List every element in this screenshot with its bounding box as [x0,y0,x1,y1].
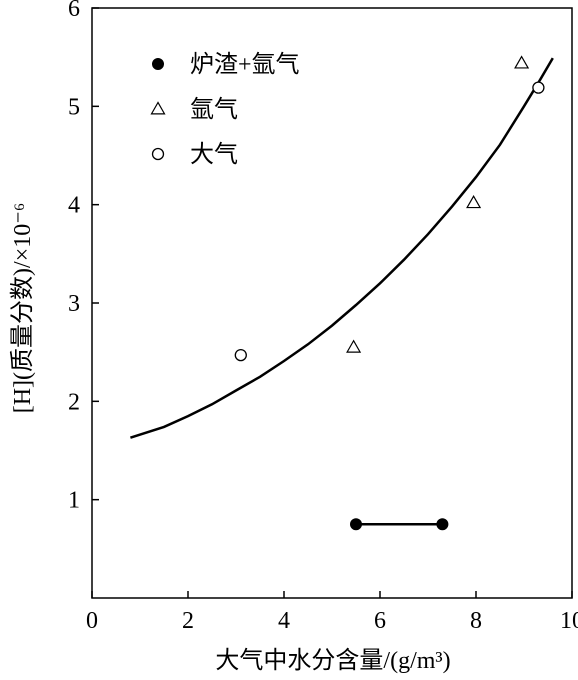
legend-label-slag-argon: 炉渣+氩气 [190,51,300,78]
slag-argon-data-point [350,518,362,531]
slag-argon-data-point [436,518,449,531]
y-tick-label: 1 [68,488,80,514]
x-tick-label: 6 [374,608,386,634]
air-data-point [532,81,545,94]
legend-marker-air [151,147,165,161]
legend-label-argon: 氩气 [190,96,238,123]
x-tick-label: 10 [560,608,578,634]
legend-marker-argon [150,101,166,115]
legend-label-air: 大气 [190,141,238,168]
argon-data-point [466,194,482,209]
plot-frame [91,7,573,599]
y-tick-label: 6 [68,0,80,22]
y-axis-title: [H](质量分数)/×10⁻⁶ [9,203,36,414]
y-tick-label: 3 [68,291,80,317]
x-tick-label: 4 [278,608,290,634]
argon-data-point [346,339,362,353]
x-axis-title: 大气中水分含量/(g/m³) [215,647,450,674]
fit-curve [130,57,554,439]
x-tick-label: 8 [470,608,482,634]
x-tick-label: 0 [86,608,98,634]
x-tick-label: 2 [182,608,194,634]
data-points-layer [234,55,545,531]
y-tick-label: 4 [68,193,80,219]
y-tick-label: 2 [68,389,80,415]
legend-marker-slag-argon [152,58,164,70]
fit-curve-layer [130,57,554,439]
argon-data-point [514,55,530,69]
air-data-point [234,348,247,362]
y-tick-label: 5 [68,94,80,120]
